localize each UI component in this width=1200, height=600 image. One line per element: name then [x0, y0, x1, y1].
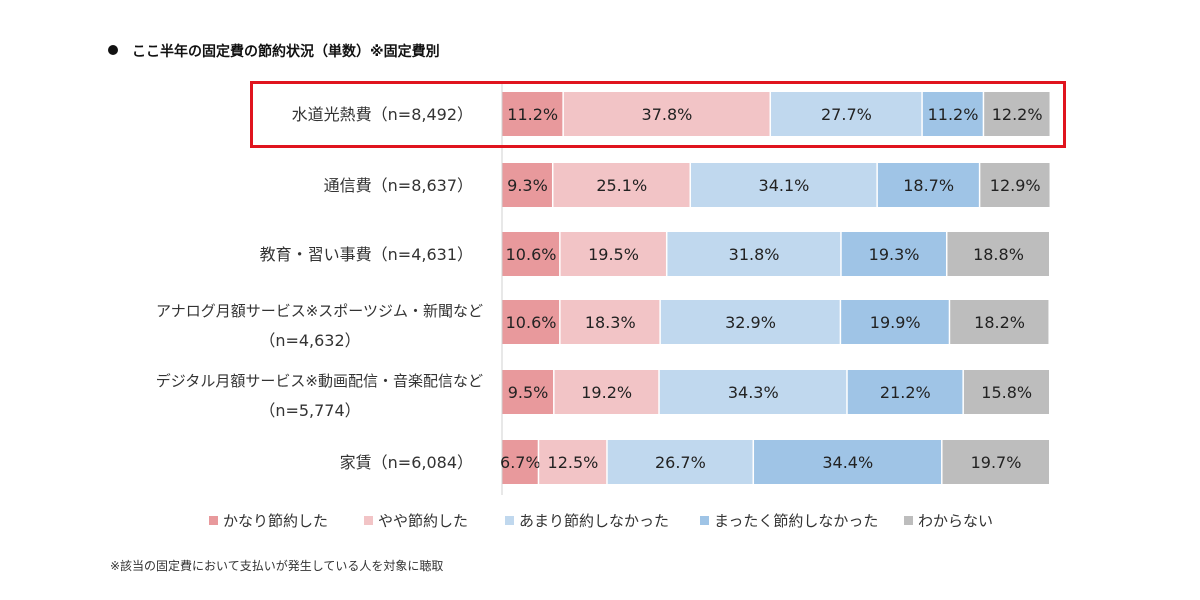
bar-segment — [942, 440, 1049, 484]
bar-segment — [553, 163, 690, 207]
data-label: 18.3% — [585, 313, 636, 332]
bar-segment — [502, 370, 554, 414]
data-label: 11.2% — [928, 105, 979, 124]
data-label: 12.5% — [548, 453, 599, 472]
legend-label: わからない — [918, 512, 993, 530]
legend-label: まったく節約しなかった — [714, 512, 878, 530]
bar-segment — [502, 232, 560, 276]
category-label-n: （n=4,632） — [259, 331, 360, 350]
data-label: 34.3% — [728, 383, 779, 402]
bar-segment — [841, 232, 946, 276]
category-label: アナログ月額サービス※スポーツジム・新聞など — [156, 302, 483, 320]
bar-segment — [667, 232, 841, 276]
bar-segment — [502, 440, 538, 484]
category-label: デジタル月額サービス※動画配信・音楽配信など — [156, 372, 483, 390]
bullet-icon — [108, 45, 118, 55]
bar-segment — [947, 232, 1049, 276]
data-label: 34.4% — [822, 453, 873, 472]
bar-segment — [660, 300, 840, 344]
legend-swatch — [904, 516, 913, 525]
legend-swatch — [364, 516, 373, 525]
category-label: 家賃（n=6,084） — [340, 453, 473, 472]
data-label: 18.8% — [973, 245, 1024, 264]
bar-segment — [841, 300, 949, 344]
footnote: ※該当の固定費において支払いが発生している人を対象に聴取 — [110, 559, 444, 573]
data-label: 6.7% — [500, 453, 541, 472]
category-label: 通信費（n=8,637） — [324, 176, 473, 195]
bar-segment — [754, 440, 942, 484]
bar-segment — [502, 300, 560, 344]
chart-title: ここ半年の固定費の節約状況（単数）※固定費別 — [108, 41, 440, 61]
legend-swatch — [505, 516, 514, 525]
chart-title-text: ここ半年の固定費の節約状況（単数）※固定費別 — [132, 44, 440, 60]
data-label: 19.5% — [588, 245, 639, 264]
bar-segment — [950, 300, 1049, 344]
data-label: 10.6% — [506, 313, 557, 332]
data-label: 34.1% — [759, 176, 810, 195]
data-label: 27.7% — [821, 105, 872, 124]
bar-segment — [502, 92, 563, 136]
category-label: 教育・習い事費（n=4,631） — [260, 245, 473, 264]
bar-segment — [877, 163, 979, 207]
data-label: 18.2% — [974, 313, 1025, 332]
legend-label: やや節約した — [378, 512, 468, 530]
data-label: 12.9% — [990, 176, 1041, 195]
data-label: 26.7% — [655, 453, 706, 472]
data-label: 21.2% — [880, 383, 931, 402]
data-label: 19.3% — [869, 245, 920, 264]
data-label: 19.9% — [870, 313, 921, 332]
bar-segment — [847, 370, 963, 414]
bar-segment — [563, 92, 770, 136]
highlight-box — [250, 81, 1066, 148]
legend-swatch — [700, 516, 709, 525]
bar-segment — [502, 163, 552, 207]
legend-label: かなり節約した — [223, 512, 328, 530]
category-label-n: （n=5,774） — [259, 401, 360, 420]
data-label: 18.7% — [903, 176, 954, 195]
bar-segment — [554, 370, 659, 414]
data-label: 15.8% — [981, 383, 1032, 402]
data-label: 32.9% — [725, 313, 776, 332]
bar-segment — [607, 440, 753, 484]
legend-label: あまり節約しなかった — [519, 512, 669, 530]
data-label: 12.2% — [992, 105, 1043, 124]
data-label: 31.8% — [729, 245, 780, 264]
bar-segment — [691, 163, 877, 207]
bar-segment — [560, 232, 666, 276]
data-label: 37.8% — [642, 105, 693, 124]
data-label: 19.7% — [971, 453, 1022, 472]
bar-segment — [771, 92, 922, 136]
bar-segment — [560, 300, 660, 344]
data-label: 9.5% — [508, 383, 549, 402]
bar-segment — [980, 163, 1050, 207]
bar-segment — [963, 370, 1049, 414]
bar-segment — [659, 370, 847, 414]
legend-swatch — [209, 516, 218, 525]
bar-segment — [984, 92, 1050, 136]
bar-segment — [922, 92, 983, 136]
category-label: 水道光熱費（n=8,492） — [292, 105, 473, 124]
data-label: 25.1% — [596, 176, 647, 195]
data-label: 9.3% — [507, 176, 548, 195]
bar-segment — [539, 440, 607, 484]
data-label: 11.2% — [507, 105, 558, 124]
data-label: 19.2% — [581, 383, 632, 402]
data-label: 10.6% — [506, 245, 557, 264]
